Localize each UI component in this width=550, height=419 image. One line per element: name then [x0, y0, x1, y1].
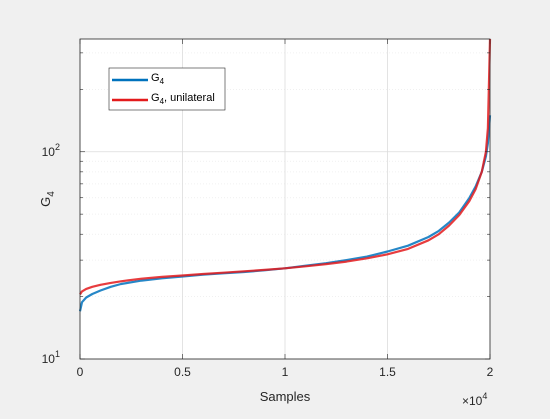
x-tick-label-1: 0.5 [174, 365, 191, 379]
x-axis-label: Samples [260, 389, 311, 404]
y-tick-label-1: 102 [42, 142, 60, 159]
x-tick-label-0: 0 [77, 365, 84, 379]
y-axis-label: G4 [38, 191, 57, 207]
legend-entry-1: G4, unilateral [151, 92, 215, 106]
x-tick-label-4: 2 [487, 365, 494, 379]
legend: G4 G4, unilateral [108, 67, 226, 111]
legend-box [108, 67, 226, 111]
legend-entry-0: G4 [151, 72, 165, 86]
y-tick-label-0: 101 [42, 349, 60, 366]
x-axis-multiplier: ×104 [462, 391, 487, 408]
axis-ticks: 0 0.5 1 1.5 2 101 102 [42, 39, 494, 379]
series-lines [78, 38, 492, 312]
series-line-1 [79, 38, 492, 296]
x-tick-label-2: 1 [282, 365, 289, 379]
x-tick-label-3: 1.5 [379, 365, 396, 379]
